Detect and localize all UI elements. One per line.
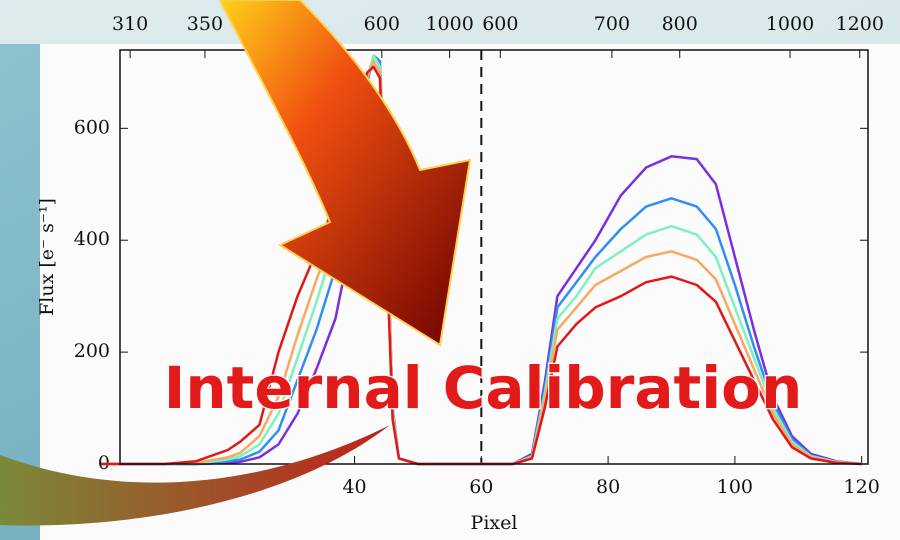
top-tick-label: 1200 bbox=[836, 13, 884, 35]
y-tick-label: 600 bbox=[74, 116, 110, 138]
chart-panel bbox=[40, 44, 900, 540]
plot: 020040060020406080100120 bbox=[74, 50, 880, 498]
y-tick-label: 200 bbox=[74, 340, 110, 362]
arrow bbox=[218, 0, 472, 347]
top-tick-label: 600 bbox=[364, 13, 400, 35]
top-tick-label: 350 bbox=[187, 13, 223, 35]
top-tick-label: 800 bbox=[662, 13, 698, 35]
x-tick-label: 40 bbox=[342, 476, 366, 498]
x-tick-label: 80 bbox=[596, 476, 620, 498]
top-tick-label: 310 bbox=[112, 13, 148, 35]
x-tick-label: 120 bbox=[844, 476, 880, 498]
plot-frame bbox=[119, 49, 869, 465]
y-tick-label: 400 bbox=[74, 228, 110, 250]
swoosh bbox=[0, 425, 390, 526]
x-tick-label: 60 bbox=[469, 476, 493, 498]
top-tick-label: 1000 bbox=[425, 13, 473, 35]
x-axis-label: Pixel bbox=[471, 512, 518, 534]
top-tick-label: 700 bbox=[594, 13, 630, 35]
top-band bbox=[0, 0, 900, 44]
y-axis-label: Flux [e⁻ s⁻¹] bbox=[36, 198, 58, 316]
x-tick-label: 100 bbox=[717, 476, 753, 498]
annotation: Internal Calibration bbox=[164, 354, 803, 422]
top-tick-label: 1000 bbox=[766, 13, 814, 35]
top-tick-label: 600 bbox=[482, 13, 518, 35]
